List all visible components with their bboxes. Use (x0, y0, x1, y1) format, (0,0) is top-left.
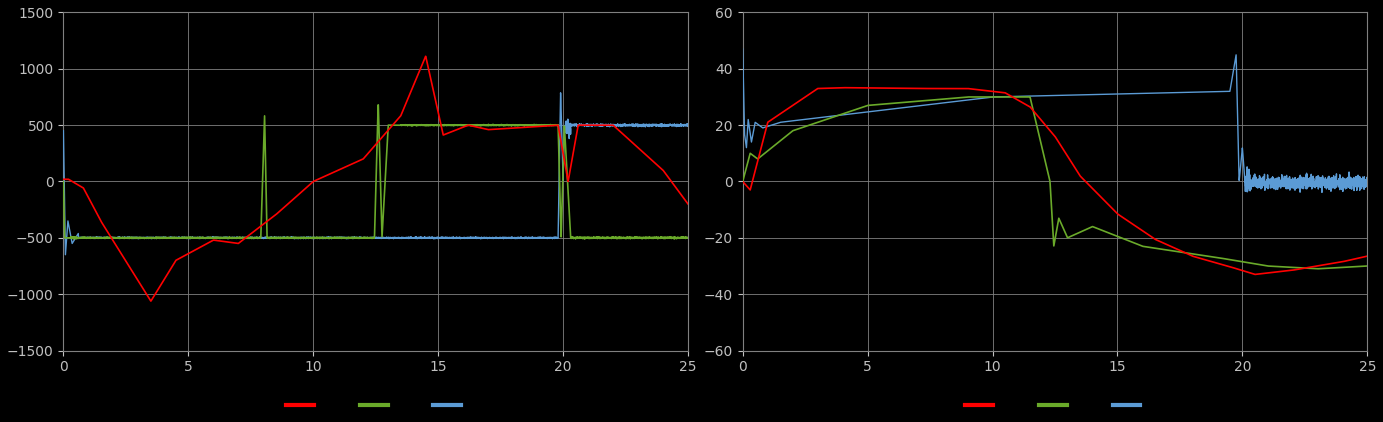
Legend: , , : , , (281, 393, 470, 418)
Legend: , , : , , (960, 393, 1151, 418)
